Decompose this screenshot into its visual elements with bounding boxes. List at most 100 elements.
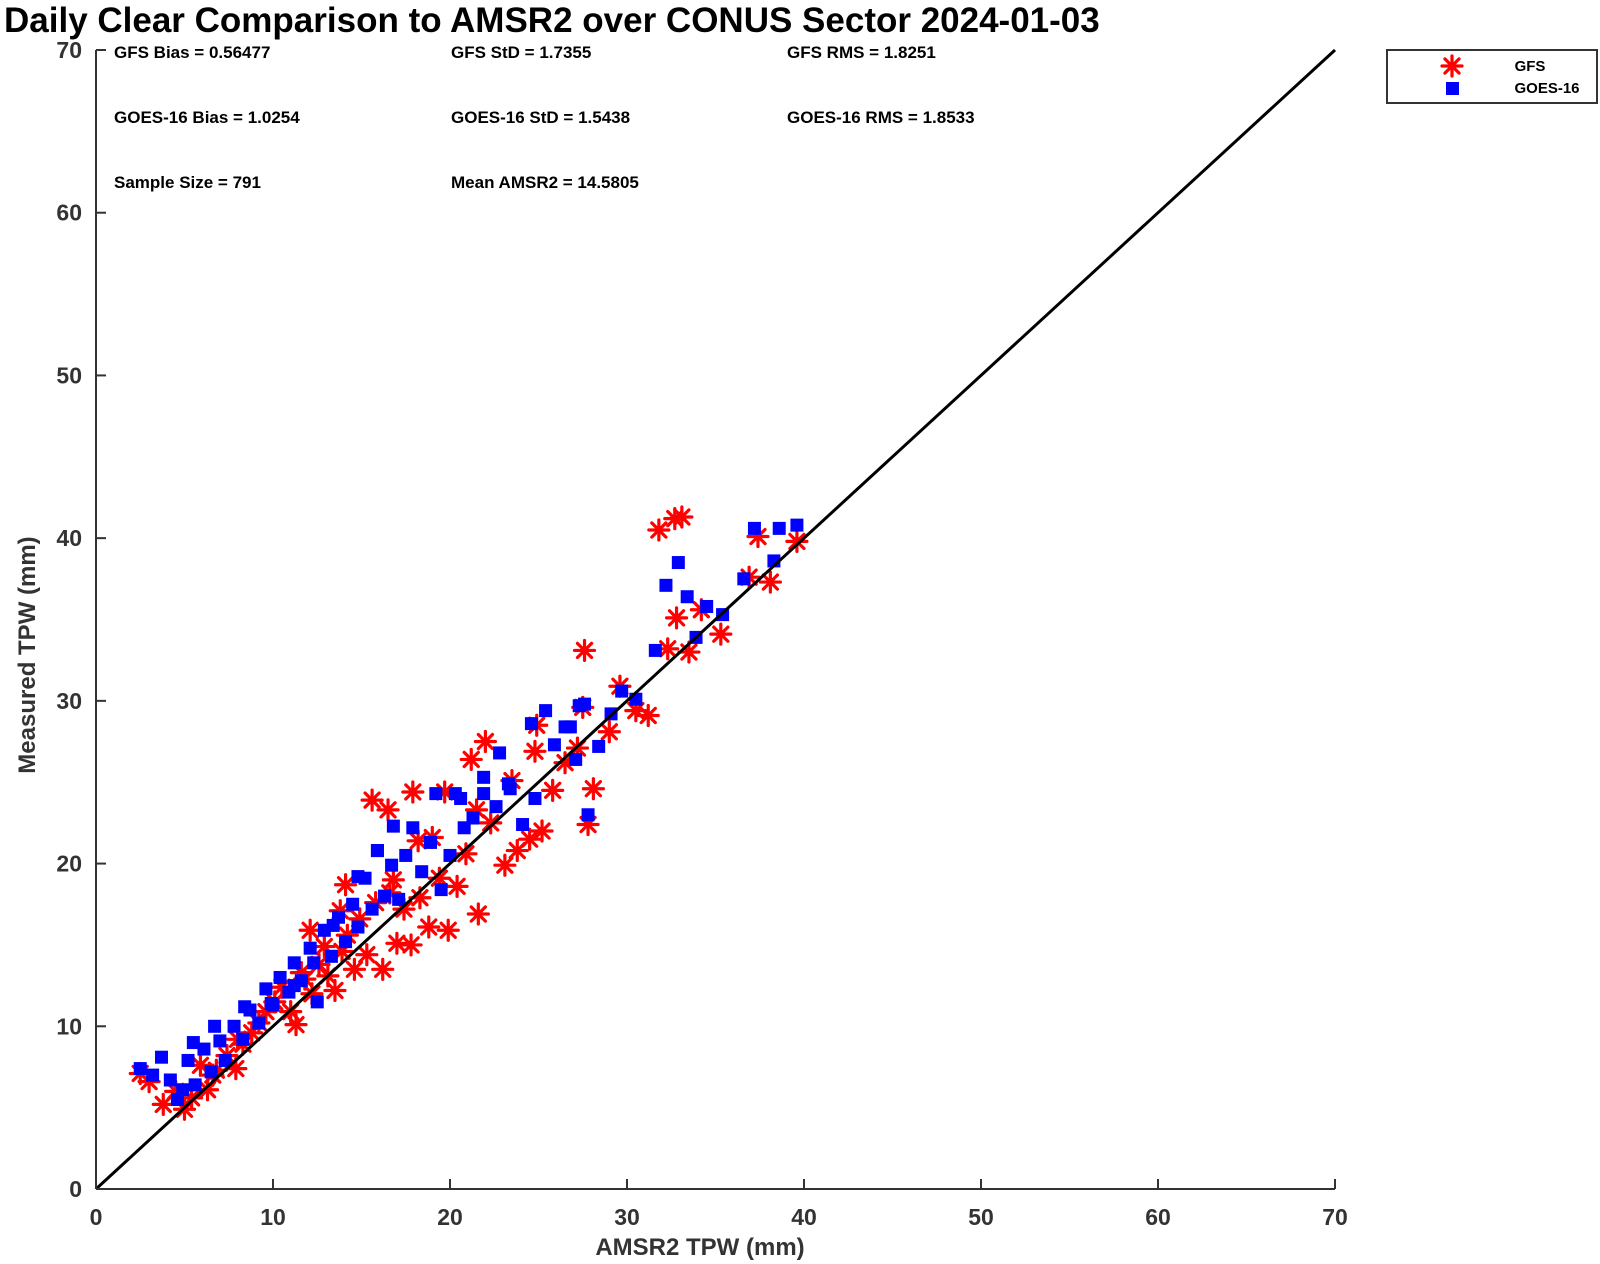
goes16-point — [154, 1050, 168, 1064]
goes16-point — [671, 556, 685, 570]
goes16-point — [176, 1083, 190, 1097]
goes16-point — [434, 883, 448, 897]
goes16-point — [385, 858, 399, 872]
goes16-point — [581, 808, 595, 822]
goes16-point — [188, 1078, 202, 1092]
goes16-point — [227, 1019, 241, 1033]
goes16-point — [146, 1068, 160, 1082]
goes16-point — [392, 892, 406, 906]
x-tick-label: 40 — [791, 1204, 817, 1230]
stat-gfs-std: GFS StD = 1.7355 — [451, 43, 591, 62]
goes16-point — [252, 1016, 266, 1030]
gfs-point — [323, 978, 347, 1003]
goes16-point — [273, 970, 287, 984]
gfs-point — [758, 570, 782, 594]
legend: GFS GOES-16 — [1386, 49, 1598, 104]
y-tick-label: 10 — [56, 1013, 82, 1039]
gfs-point — [581, 777, 605, 801]
goes16-point — [351, 870, 365, 884]
legend-goes-label: GOES-16 — [1514, 80, 1579, 97]
gfs-point — [459, 747, 483, 772]
stat-goes-std: GOES-16 StD = 1.5438 — [451, 108, 630, 127]
stat-sample-size: Sample Size = 791 — [114, 173, 261, 192]
x-tick-label: 30 — [614, 1204, 640, 1230]
goes16-point — [424, 835, 438, 849]
goes16-point — [406, 821, 420, 835]
data-points — [128, 505, 809, 1121]
y-tick-label: 60 — [56, 200, 82, 226]
goes16-point — [386, 819, 400, 833]
goes16-point — [547, 738, 561, 752]
goes16-point — [501, 777, 515, 791]
goes16-point — [516, 818, 530, 832]
gfs-point — [399, 933, 423, 957]
goes16-point — [429, 787, 443, 801]
stat-gfs-bias: GFS Bias = 0.56477 — [114, 43, 270, 62]
gfs-point — [523, 739, 547, 763]
goes16-point — [163, 1073, 177, 1087]
gfs-point — [333, 873, 358, 897]
goes16-point — [365, 902, 379, 916]
gfs-point — [355, 943, 379, 967]
gfs-point — [647, 518, 671, 542]
goes16-point — [326, 918, 340, 932]
y-tick-label: 40 — [56, 525, 82, 551]
goes16-point — [524, 717, 538, 731]
goes16-point — [457, 821, 471, 835]
gfs-point — [518, 827, 542, 851]
goes16-point — [747, 521, 761, 535]
gfs-point — [360, 788, 384, 812]
goes16-point — [133, 1062, 147, 1076]
gfs-point — [298, 918, 322, 942]
y-tick-label: 30 — [56, 688, 82, 714]
gfs-point — [709, 622, 733, 646]
goes16-point — [346, 897, 360, 911]
goes16-point — [680, 590, 694, 604]
y-tick-label: 0 — [69, 1176, 82, 1202]
goes16-point — [236, 1032, 250, 1046]
gfs-point — [572, 638, 597, 663]
legend-gfs-marker — [1440, 54, 1464, 78]
x-tick-label: 50 — [968, 1204, 994, 1230]
goes16-point — [592, 739, 606, 753]
gfs-point — [785, 529, 809, 553]
gfs-point — [371, 957, 395, 981]
gfs-point — [445, 874, 469, 898]
x-tick-label: 60 — [1145, 1204, 1171, 1230]
gfs-point — [342, 957, 367, 981]
goes16-point — [351, 920, 365, 934]
goes16-point — [324, 949, 338, 963]
goes16-point — [572, 699, 586, 713]
legend-box — [1386, 49, 1598, 104]
x-tick-label: 0 — [90, 1204, 103, 1230]
gfs-point — [664, 606, 689, 630]
goes16-point — [378, 889, 392, 903]
goes16-point — [737, 572, 751, 586]
goes16-point — [539, 704, 553, 718]
goes16-point — [399, 848, 413, 862]
legend-goes-marker — [1446, 82, 1459, 95]
goes16-point — [569, 752, 583, 766]
goes16-point — [772, 521, 786, 535]
goes16-point — [528, 791, 542, 805]
stat-mean-amsr2: Mean AMSR2 = 14.5805 — [451, 173, 639, 192]
goes16-point — [204, 1065, 218, 1079]
goes16-point — [489, 800, 503, 814]
goes16-point — [477, 770, 491, 784]
x-axis-label: AMSR2 TPW (mm) — [595, 1234, 804, 1261]
y-tick-label: 50 — [56, 362, 82, 388]
goes16-point — [287, 956, 301, 970]
x-tick-label: 10 — [260, 1204, 286, 1230]
x-tick-label: 20 — [437, 1204, 463, 1230]
gfs-point — [479, 811, 503, 835]
goes16-point — [186, 1036, 200, 1050]
goes16-series — [133, 518, 804, 1107]
goes16-point — [170, 1093, 184, 1107]
goes16-point — [448, 787, 462, 801]
gfs-point — [381, 868, 405, 892]
goes16-point — [648, 643, 662, 657]
gfs-point — [670, 505, 694, 529]
gfs-point — [385, 931, 409, 955]
gfs-point — [401, 780, 425, 804]
